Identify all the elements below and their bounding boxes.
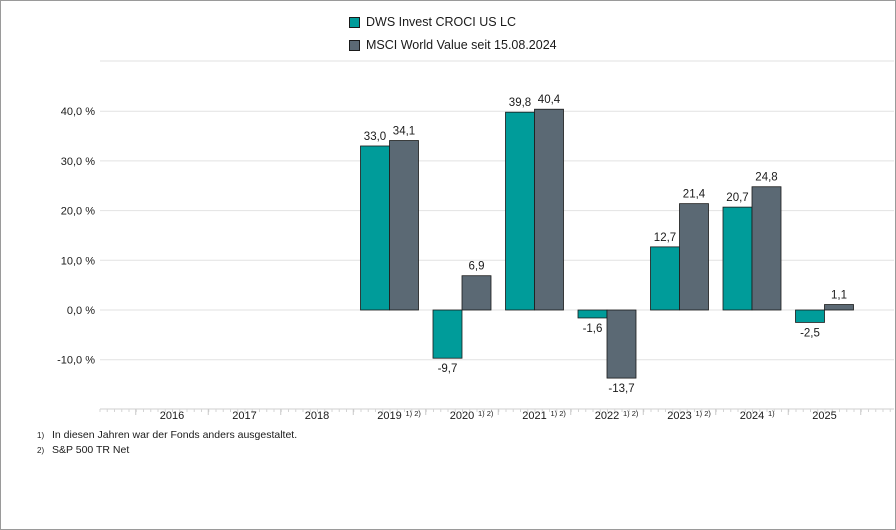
data-label-benchmark: 1,1 [831,290,847,302]
legend-swatch-fund [349,16,360,28]
footnote-1-text: In diesen Jahren war der Fonds anders au… [52,429,298,441]
footnote-2: 2) S&P 500 TR Net [37,444,129,456]
y-tick-label: 0,0 % [67,305,95,317]
data-label-fund: -1,6 [583,323,603,335]
bar-fund [577,309,608,319]
bar-fund [795,309,825,323]
y-tick-label: 10,0 % [61,255,95,267]
footnote-1: 1) In diesen Jahren war der Fonds anders… [37,429,297,441]
legend-item-benchmark: MSCI World Value seit 15.08.2024 [349,38,557,52]
x-tick-label: 2018 [305,410,329,420]
x-tick-label: 2017 [232,410,256,420]
y-tick-label: -10,0 % [57,355,95,367]
x-tick-footnote: 1) 2) [478,409,494,418]
x-tick-label: 2024 [740,410,764,420]
bar-fund [432,309,463,359]
bar-benchmark [534,108,564,311]
data-label-benchmark: 34,1 [393,126,415,138]
data-label-benchmark: -13,7 [608,383,634,395]
data-label-fund: 33,0 [364,131,386,143]
footnote-2-text: S&P 500 TR Net [52,444,130,456]
data-label-benchmark: 24,8 [755,172,777,184]
data-label-fund: -2,5 [800,327,820,339]
bar-benchmark [389,140,419,311]
data-label-fund: 12,7 [654,232,676,244]
y-tick-label: 40,0 % [61,106,95,118]
legend-label-benchmark: MSCI World Value seit 15.08.2024 [366,38,557,52]
legend-swatch-benchmark [349,39,360,51]
x-tick-label: 2019 [377,410,401,420]
bar-fund [722,206,753,311]
data-label-benchmark: 6,9 [469,261,485,273]
legend-item-fund: DWS Invest CROCI US LC [349,15,516,29]
footnote-2-mark: 2) [37,446,45,455]
x-tick-footnote: 1) 2) [623,409,639,418]
x-tick-label: 2025 [812,410,836,420]
x-tick-footnote: 1) 2) [696,409,712,418]
y-tick-label: 20,0 % [61,206,95,218]
bar-benchmark [824,304,854,311]
footnote-1-mark: 1) [37,431,45,440]
bar-chart: -10,0 % 0,0 % 10,0 % 20,0 % 30,0 % 40,0 % 2016… [57,60,894,420]
bar-fund [650,246,680,311]
x-tick-footnote: 1) 2) [406,409,422,418]
bar-benchmark [461,275,492,311]
x-tick-footnote: 1) 2) [551,409,567,418]
data-label-fund: 39,8 [509,97,531,109]
x-tick-label: 2022 [595,410,619,420]
x-tick-label: 2020 [450,410,474,420]
x-tick-label: 2016 [160,410,184,420]
x-tick-label: 2021 [522,410,546,420]
data-label-benchmark: 21,4 [683,189,706,201]
bar-benchmark [606,309,637,379]
data-label-fund: -9,7 [438,363,458,375]
y-tick-label: 30,0 % [61,156,95,168]
bar-benchmark [751,186,782,311]
legend-label-fund: DWS Invest CROCI US LC [366,15,517,29]
x-tick-footnote: 1) [768,409,775,418]
data-label-fund: 20,7 [726,192,748,204]
bar-benchmark [679,203,709,311]
data-label-benchmark: 40,4 [538,94,561,106]
bar-fund [360,145,390,311]
x-tick-label: 2023 [667,410,691,420]
bar-fund [505,111,535,311]
